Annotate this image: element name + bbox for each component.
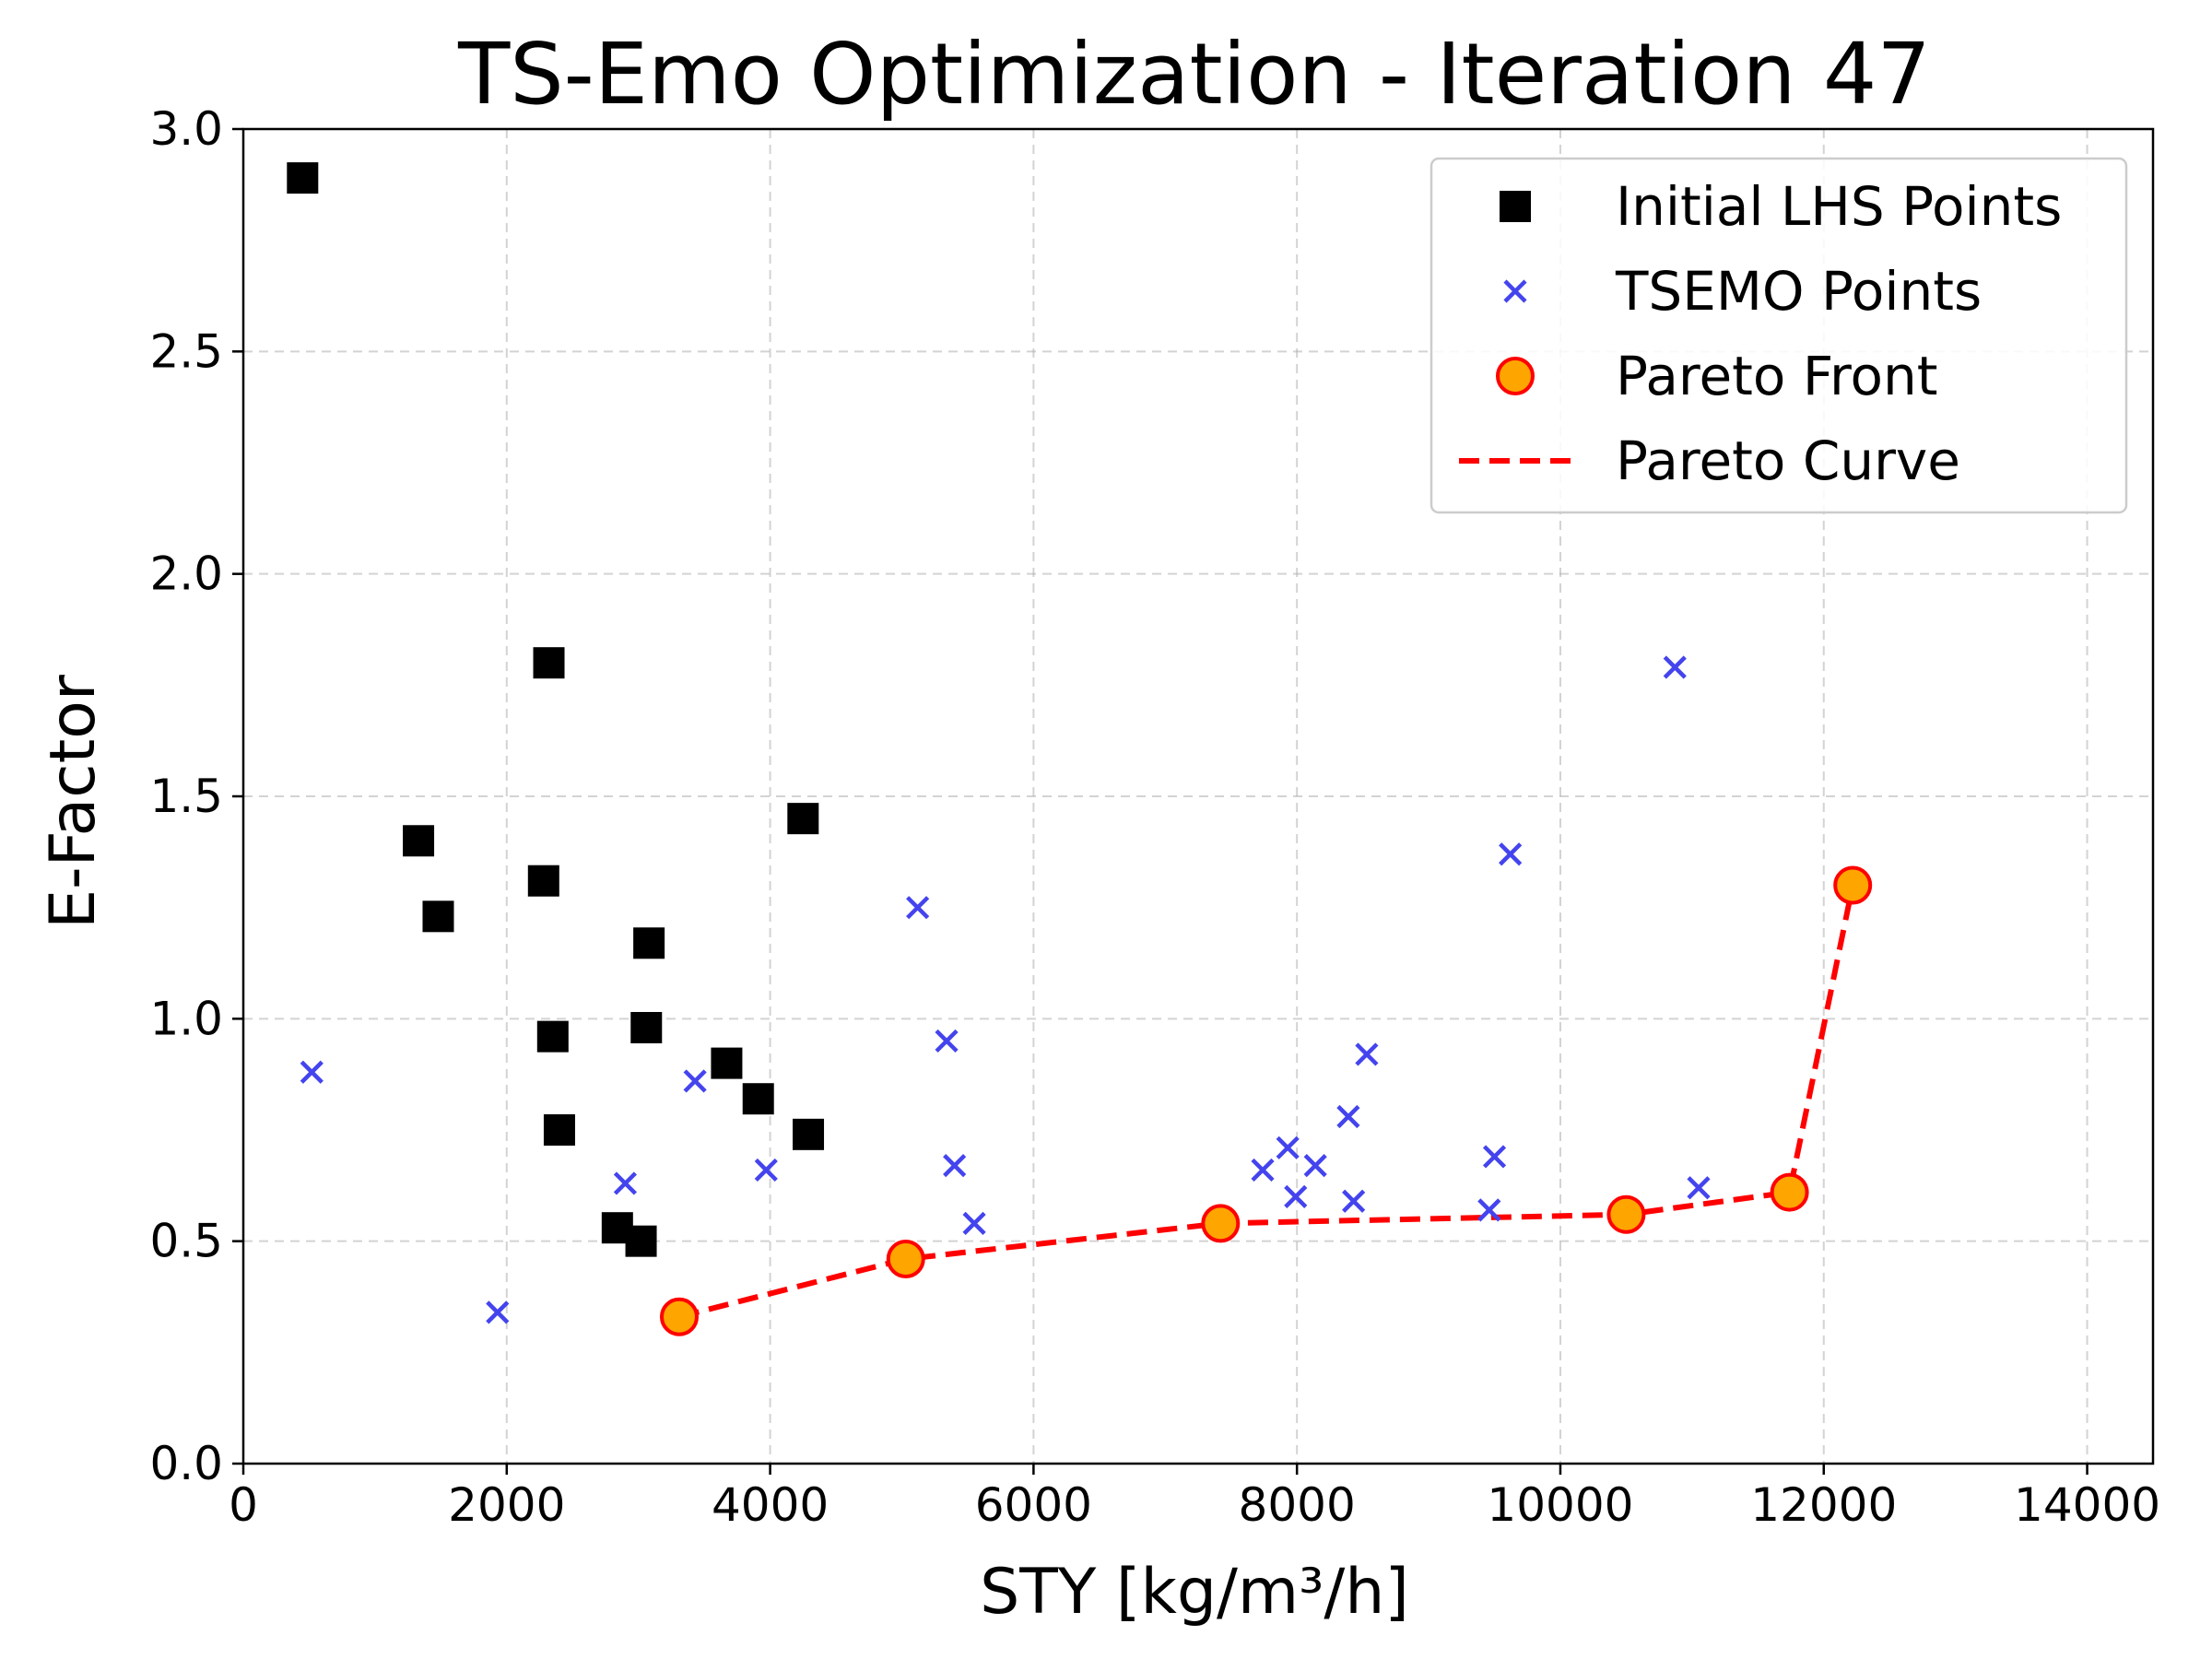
tsemo-point xyxy=(962,1211,986,1235)
tsemo-point xyxy=(486,1300,510,1324)
tsemo-point xyxy=(1499,842,1523,866)
lhs-point xyxy=(543,1114,575,1146)
legend-entry: TSEMO Points xyxy=(1503,260,1982,323)
points-layer xyxy=(287,162,1873,1336)
legend-label: TSEMO Points xyxy=(1615,260,1982,323)
lhs-point xyxy=(625,1225,657,1257)
tsemo-point xyxy=(906,896,930,920)
legend-box xyxy=(1430,157,2128,514)
tsemo-point xyxy=(935,1029,959,1053)
tsemo-point xyxy=(1251,1158,1275,1182)
legend-entry: Initial LHS Points xyxy=(1500,175,2062,238)
x-tick-label: 10000 xyxy=(1487,1478,1633,1532)
x-tick-label: 12000 xyxy=(1750,1478,1897,1532)
x-tick-label: 14000 xyxy=(2014,1478,2160,1532)
y-tick-label: 1.5 xyxy=(149,770,223,823)
legend-entry: Pareto Curve xyxy=(1459,429,1960,492)
x-axis-label: STY [kg/m³/h] xyxy=(980,1556,1409,1629)
tsemo-point xyxy=(1336,1104,1360,1129)
tsemo-point xyxy=(943,1154,967,1178)
tsemo-point xyxy=(1303,1154,1327,1178)
tsemo-point xyxy=(1482,1145,1507,1169)
lhs-point xyxy=(787,803,819,835)
lhs-point xyxy=(630,1011,663,1043)
lhs-point xyxy=(536,1020,569,1053)
legend-label: Pareto Front xyxy=(1616,345,1938,407)
legend-swatch xyxy=(1496,357,1535,395)
lhs-point xyxy=(533,647,565,679)
y-tick-label: 1.0 xyxy=(149,992,223,1045)
lhs-point xyxy=(742,1083,774,1115)
lhs-point xyxy=(527,865,559,897)
y-tick-label: 2.0 xyxy=(149,547,223,601)
pareto-front-point xyxy=(1770,1172,1809,1212)
pareto-curve-line xyxy=(678,884,1856,1320)
tsemo-point xyxy=(1342,1189,1366,1213)
tsemo-point xyxy=(754,1158,778,1182)
tsemo-point xyxy=(1687,1176,1711,1200)
y-tick-label: 0.0 xyxy=(149,1437,223,1490)
x-tick-label: 6000 xyxy=(975,1478,1092,1532)
tsemo-point xyxy=(1663,655,1687,679)
y-tick-label: 0.5 xyxy=(149,1215,223,1268)
x-tick-label: 0 xyxy=(229,1478,258,1532)
pareto-front-point xyxy=(1201,1204,1241,1243)
lhs-point xyxy=(403,825,435,857)
legend: Initial LHS Points TSEMO Points Pareto Fro… xyxy=(1430,157,2128,514)
pareto-front-point xyxy=(659,1297,699,1336)
lhs-point xyxy=(633,927,665,959)
curve-layer xyxy=(678,884,1856,1320)
lhs-point xyxy=(793,1118,825,1150)
x-tick-label: 2000 xyxy=(448,1478,565,1532)
lhs-point xyxy=(711,1047,743,1079)
y-tick-label: 3.0 xyxy=(149,102,223,156)
legend-label: Initial LHS Points xyxy=(1616,175,2062,238)
tsemo-point xyxy=(613,1171,637,1195)
legend-swatch xyxy=(1503,279,1527,303)
tsemo-point xyxy=(683,1069,707,1093)
pareto-front-point xyxy=(886,1239,925,1278)
chart-title: TS-Emo Optimization - Iteration 47 xyxy=(457,25,1931,124)
lhs-point xyxy=(287,162,319,194)
tsemo-point xyxy=(1477,1198,1501,1222)
pareto-front-point xyxy=(1833,865,1873,905)
tsemo-point xyxy=(1276,1135,1300,1159)
x-tick-label: 8000 xyxy=(1239,1478,1356,1532)
y-axis-label: E-Factor xyxy=(37,675,110,929)
tsemo-point xyxy=(1284,1184,1308,1208)
ticks-layer: 0 2000 4000 6000 8000 10000 12000 14000 0.0 0.5 1.… xyxy=(149,102,2160,1532)
tsemo-point xyxy=(1355,1042,1379,1066)
pareto-front-point xyxy=(1606,1194,1646,1234)
legend-swatch xyxy=(1500,191,1531,222)
lhs-point xyxy=(422,900,454,933)
tsemo-point xyxy=(300,1060,324,1084)
y-tick-label: 2.5 xyxy=(149,324,223,378)
legend-label: Pareto Curve xyxy=(1616,429,1960,492)
x-tick-label: 4000 xyxy=(712,1478,829,1532)
legend-entry: Pareto Front xyxy=(1496,345,1938,407)
